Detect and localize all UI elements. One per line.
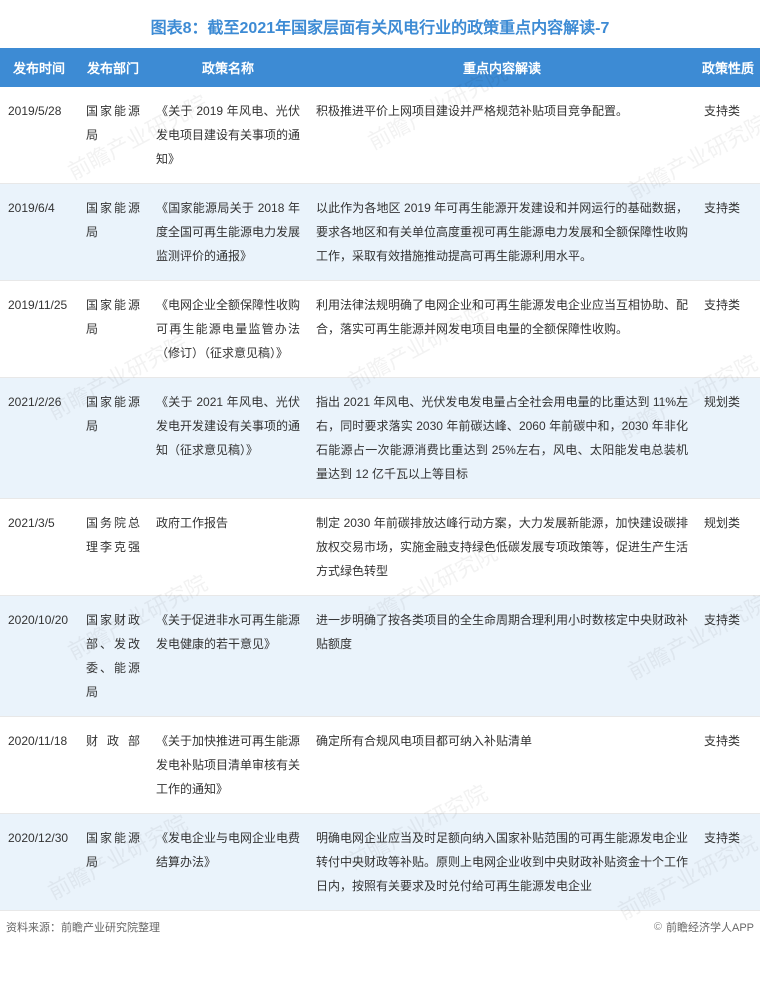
table-cell: 制定 2030 年前碳排放达峰行动方案，大力发展新能源，加快建设碳排放权交易市场… xyxy=(308,499,696,596)
table-cell: 政府工作报告 xyxy=(148,499,308,596)
table-cell: 国家能源局 xyxy=(78,378,148,499)
table-row: 2020/10/20国家财政部、发改委、能源局《关于促进非水可再生能源发电健康的… xyxy=(0,596,760,717)
table-cell: 利用法律法规明确了电网企业和可再生能源发电企业应当互相协助、配合，落实可再生能源… xyxy=(308,281,696,378)
table-cell: 确定所有合规风电项目都可纳入补贴清单 xyxy=(308,717,696,814)
column-header: 重点内容解读 xyxy=(308,48,696,87)
table-cell: 2020/11/18 xyxy=(0,717,78,814)
column-header: 政策名称 xyxy=(148,48,308,87)
column-header: 发布部门 xyxy=(78,48,148,87)
table-cell: 《发电企业与电网企业电费结算办法》 xyxy=(148,814,308,911)
table-cell: 积极推进平价上网项目建设并严格规范补贴项目竞争配置。 xyxy=(308,87,696,184)
table-cell: 2019/6/4 xyxy=(0,184,78,281)
table-cell: 2021/2/26 xyxy=(0,378,78,499)
table-row: 2021/2/26国家能源局《关于 2021 年风电、光伏发电开发建设有关事项的… xyxy=(0,378,760,499)
table-cell: 指出 2021 年风电、光伏发电发电量占全社会用电量的比重达到 11%左右，同时… xyxy=(308,378,696,499)
table-cell: 支持类 xyxy=(696,87,760,184)
table-cell: 支持类 xyxy=(696,596,760,717)
table-cell: 2020/10/20 xyxy=(0,596,78,717)
table-cell: 支持类 xyxy=(696,184,760,281)
table-row: 2019/6/4国家能源局《国家能源局关于 2018 年度全国可再生能源电力发展… xyxy=(0,184,760,281)
table-cell: 国家财政部、发改委、能源局 xyxy=(78,596,148,717)
table-footer: 资料来源：前瞻产业研究院整理 © 前瞻经济学人APP xyxy=(0,911,760,941)
footer-copyright: © 前瞻经济学人APP xyxy=(654,919,754,935)
table-cell: 2021/3/5 xyxy=(0,499,78,596)
chart-title: 图表8：截至2021年国家层面有关风电行业的政策重点内容解读-7 xyxy=(0,0,760,48)
table-cell: 国家能源局 xyxy=(78,281,148,378)
table-header-row: 发布时间发布部门政策名称重点内容解读政策性质 xyxy=(0,48,760,87)
table-cell: 国家能源局 xyxy=(78,87,148,184)
table-cell: 支持类 xyxy=(696,814,760,911)
table-body: 2019/5/28国家能源局《关于 2019 年风电、光伏发电项目建设有关事项的… xyxy=(0,87,760,911)
table-cell: 《关于加快推进可再生能源发电补贴项目清单审核有关工作的通知》 xyxy=(148,717,308,814)
policy-table: 发布时间发布部门政策名称重点内容解读政策性质 2019/5/28国家能源局《关于… xyxy=(0,48,760,911)
table-cell: 进一步明确了按各类项目的全生命周期合理利用小时数核定中央财政补贴额度 xyxy=(308,596,696,717)
table-cell: 规划类 xyxy=(696,499,760,596)
table-row: 2020/12/30国家能源局《发电企业与电网企业电费结算办法》明确电网企业应当… xyxy=(0,814,760,911)
table-cell: 2019/5/28 xyxy=(0,87,78,184)
table-cell: 国家能源局 xyxy=(78,814,148,911)
column-header: 政策性质 xyxy=(696,48,760,87)
table-cell: 2019/11/25 xyxy=(0,281,78,378)
footer-app-name: 前瞻经济学人APP xyxy=(666,919,754,935)
column-header: 发布时间 xyxy=(0,48,78,87)
table-cell: 《关于 2021 年风电、光伏发电开发建设有关事项的通知（征求意见稿）》 xyxy=(148,378,308,499)
table-cell: 《关于 2019 年风电、光伏发电项目建设有关事项的通知》 xyxy=(148,87,308,184)
table-row: 2021/3/5国务院总理李克强政府工作报告制定 2030 年前碳排放达峰行动方… xyxy=(0,499,760,596)
table-cell: 以此作为各地区 2019 年可再生能源开发建设和并网运行的基础数据，要求各地区和… xyxy=(308,184,696,281)
table-cell: 国家能源局 xyxy=(78,184,148,281)
table-cell: 《电网企业全额保障性收购可再生能源电量监管办法（修订）（征求意见稿）》 xyxy=(148,281,308,378)
table-cell: 支持类 xyxy=(696,717,760,814)
table-cell: 《关于促进非水可再生能源发电健康的若干意见》 xyxy=(148,596,308,717)
table-cell: 财政部 xyxy=(78,717,148,814)
copyright-icon: © xyxy=(654,921,662,933)
table-cell: 明确电网企业应当及时足额向纳入国家补贴范围的可再生能源发电企业转付中央财政等补贴… xyxy=(308,814,696,911)
table-row: 2019/5/28国家能源局《关于 2019 年风电、光伏发电项目建设有关事项的… xyxy=(0,87,760,184)
table-cell: 国务院总理李克强 xyxy=(78,499,148,596)
table-cell: 《国家能源局关于 2018 年度全国可再生能源电力发展监测评价的通报》 xyxy=(148,184,308,281)
table-cell: 规划类 xyxy=(696,378,760,499)
table-row: 2020/11/18财政部《关于加快推进可再生能源发电补贴项目清单审核有关工作的… xyxy=(0,717,760,814)
table-row: 2019/11/25国家能源局《电网企业全额保障性收购可再生能源电量监管办法（修… xyxy=(0,281,760,378)
table-cell: 2020/12/30 xyxy=(0,814,78,911)
footer-source: 资料来源：前瞻产业研究院整理 xyxy=(6,919,160,935)
table-cell: 支持类 xyxy=(696,281,760,378)
